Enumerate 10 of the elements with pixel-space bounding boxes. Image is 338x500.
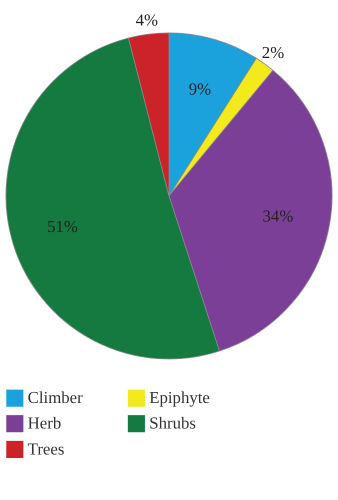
data-label: 51% [47,216,78,236]
legend-label: Climber [28,388,84,408]
data-label: 4% [136,10,158,30]
legend-label: Epiphyte [149,388,210,408]
legend-label: Shrubs [149,414,196,433]
data-label: 34% [262,206,294,226]
data-label: 2% [262,42,284,62]
data-label: 9% [188,79,212,98]
legend-label: Herb [28,414,62,433]
legend-label: Trees [28,439,64,458]
